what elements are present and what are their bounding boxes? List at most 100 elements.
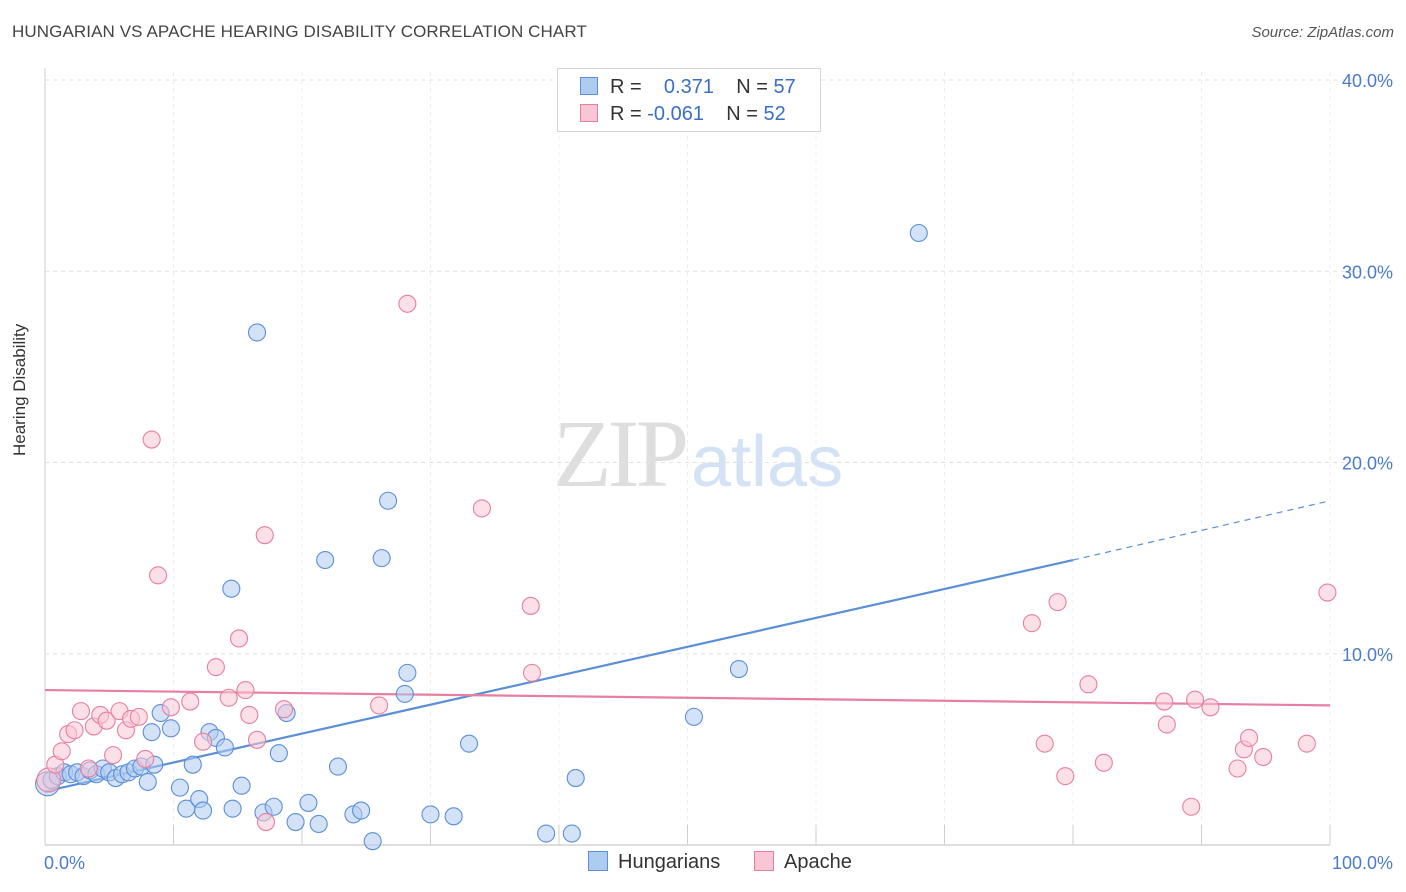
legend-row-hungarians: R = 0.371 N = 57	[580, 76, 796, 100]
data-point-apache	[161, 698, 180, 717]
data-point-hungarians	[444, 807, 463, 826]
data-point-hungarians	[684, 707, 703, 726]
data-point-hungarians	[142, 723, 161, 742]
series-swatch-hungarians	[588, 851, 608, 871]
legend-n-value: 52	[763, 103, 786, 125]
data-point-apache	[65, 721, 84, 740]
y-tick-label: 10.0%	[1342, 645, 1393, 665]
trend-line-0	[44, 558, 1074, 793]
legend-swatch-apache	[580, 104, 598, 122]
data-point-apache	[104, 746, 123, 765]
data-point-apache	[1297, 734, 1316, 753]
x-tick-label: 100.0%	[1332, 853, 1393, 873]
data-point-apache	[194, 732, 213, 751]
data-point-hungarians	[398, 663, 417, 682]
data-point-apache	[236, 681, 255, 700]
legend-r-value: -0.061	[647, 103, 704, 125]
tick-labels: 10.0% 20.0% 30.0% 40.0% 0.0% 100.0%	[44, 71, 1393, 873]
data-point-apache	[1254, 747, 1273, 767]
data-point-hungarians	[247, 323, 267, 342]
series-label-apache: Apache	[784, 851, 852, 873]
data-point-hungarians	[566, 769, 585, 788]
data-point-apache	[1022, 614, 1041, 633]
data-point-apache	[1048, 593, 1067, 612]
legend-n-value: 57	[773, 76, 796, 98]
data-point-apache	[206, 658, 225, 677]
data-point-hungarians	[421, 805, 440, 824]
data-point-apache	[71, 702, 91, 721]
data-point-apache	[256, 812, 276, 832]
data-point-hungarians	[729, 659, 748, 679]
data-point-apache	[255, 526, 274, 545]
data-point-hungarians	[309, 814, 328, 834]
data-point-hungarians	[232, 776, 251, 795]
data-point-hungarians	[459, 734, 479, 753]
legend-r-label: R =	[610, 76, 642, 98]
y-tick-label: 20.0%	[1342, 454, 1393, 474]
data-point-hungarians	[352, 801, 371, 820]
data-point-hungarians	[215, 738, 234, 757]
grid	[45, 72, 1395, 845]
data-point-apache	[1035, 734, 1054, 753]
data-point-apache	[142, 430, 161, 449]
y-tick-label: 40.0%	[1342, 71, 1393, 91]
data-point-apache	[79, 759, 98, 778]
data-point-apache	[1228, 759, 1247, 778]
data-point-hungarians	[264, 797, 283, 816]
legend-n-label: N =	[726, 103, 758, 125]
data-point-apache	[129, 707, 148, 726]
data-point-apache	[1157, 715, 1176, 734]
data-point-hungarians	[269, 744, 288, 763]
chart-title: HUNGARIAN VS APACHE HEARING DISABILITY C…	[12, 22, 587, 41]
series-legend-hungarians: Hungarians	[588, 851, 720, 874]
data-point-hungarians	[537, 824, 556, 843]
legend-r-value: 0.371	[663, 76, 714, 98]
series-legend-apache: Apache	[754, 851, 852, 874]
legend-swatch-hungarians	[580, 77, 598, 95]
data-point-apache	[1318, 583, 1337, 602]
data-point-hungarians	[316, 550, 335, 570]
data-point-apache	[1079, 675, 1098, 694]
data-point-apache	[274, 700, 294, 719]
data-point-apache	[136, 749, 155, 768]
data-point-hungarians	[363, 832, 382, 851]
data-point-hungarians	[170, 778, 189, 797]
data-point-hungarians	[379, 491, 398, 510]
data-point-apache	[1155, 692, 1174, 711]
data-point-hungarians	[223, 799, 242, 818]
data-point-apache	[472, 499, 491, 518]
trend-lines	[44, 500, 1331, 793]
data-point-apache	[1056, 767, 1075, 786]
data-point-hungarians	[909, 223, 928, 243]
data-point-hungarians	[222, 579, 241, 598]
legend-r-label: R =	[610, 103, 642, 125]
series-label-hungarians: Hungarians	[618, 851, 721, 873]
correlation-legend: R = 0.371 N = 57 R = -0.061 N = 52	[557, 68, 821, 132]
data-point-apache	[52, 742, 71, 761]
data-point-hungarians	[372, 549, 391, 568]
data-point-apache	[97, 711, 116, 730]
data-point-apache	[1239, 728, 1259, 747]
series-swatch-apache	[754, 851, 774, 871]
legend-n-label: N =	[736, 76, 768, 98]
data-point-hungarians	[183, 755, 202, 774]
data-point-apache	[229, 629, 249, 648]
data-point-hungarians	[286, 812, 305, 832]
data-point-hungarians	[138, 772, 157, 791]
source-attribution: Source: ZipAtlas.com	[1251, 24, 1394, 41]
data-point-hungarians	[161, 719, 180, 738]
data-point-apache	[1201, 698, 1220, 717]
data-point-apache	[240, 705, 259, 725]
data-point-apache	[181, 692, 200, 711]
data-point-apache	[398, 294, 417, 313]
data-point-apache	[149, 566, 168, 585]
data-point-apache	[1182, 797, 1201, 816]
data-point-apache	[247, 730, 267, 749]
x-tick-label: 0.0%	[44, 853, 85, 873]
data-point-hungarians	[562, 824, 581, 843]
data-point-hungarians	[328, 757, 348, 776]
y-tick-label: 30.0%	[1342, 262, 1393, 282]
trend-line-1	[44, 688, 1331, 707]
legend-row-apache: R = -0.061 N = 52	[580, 103, 786, 127]
